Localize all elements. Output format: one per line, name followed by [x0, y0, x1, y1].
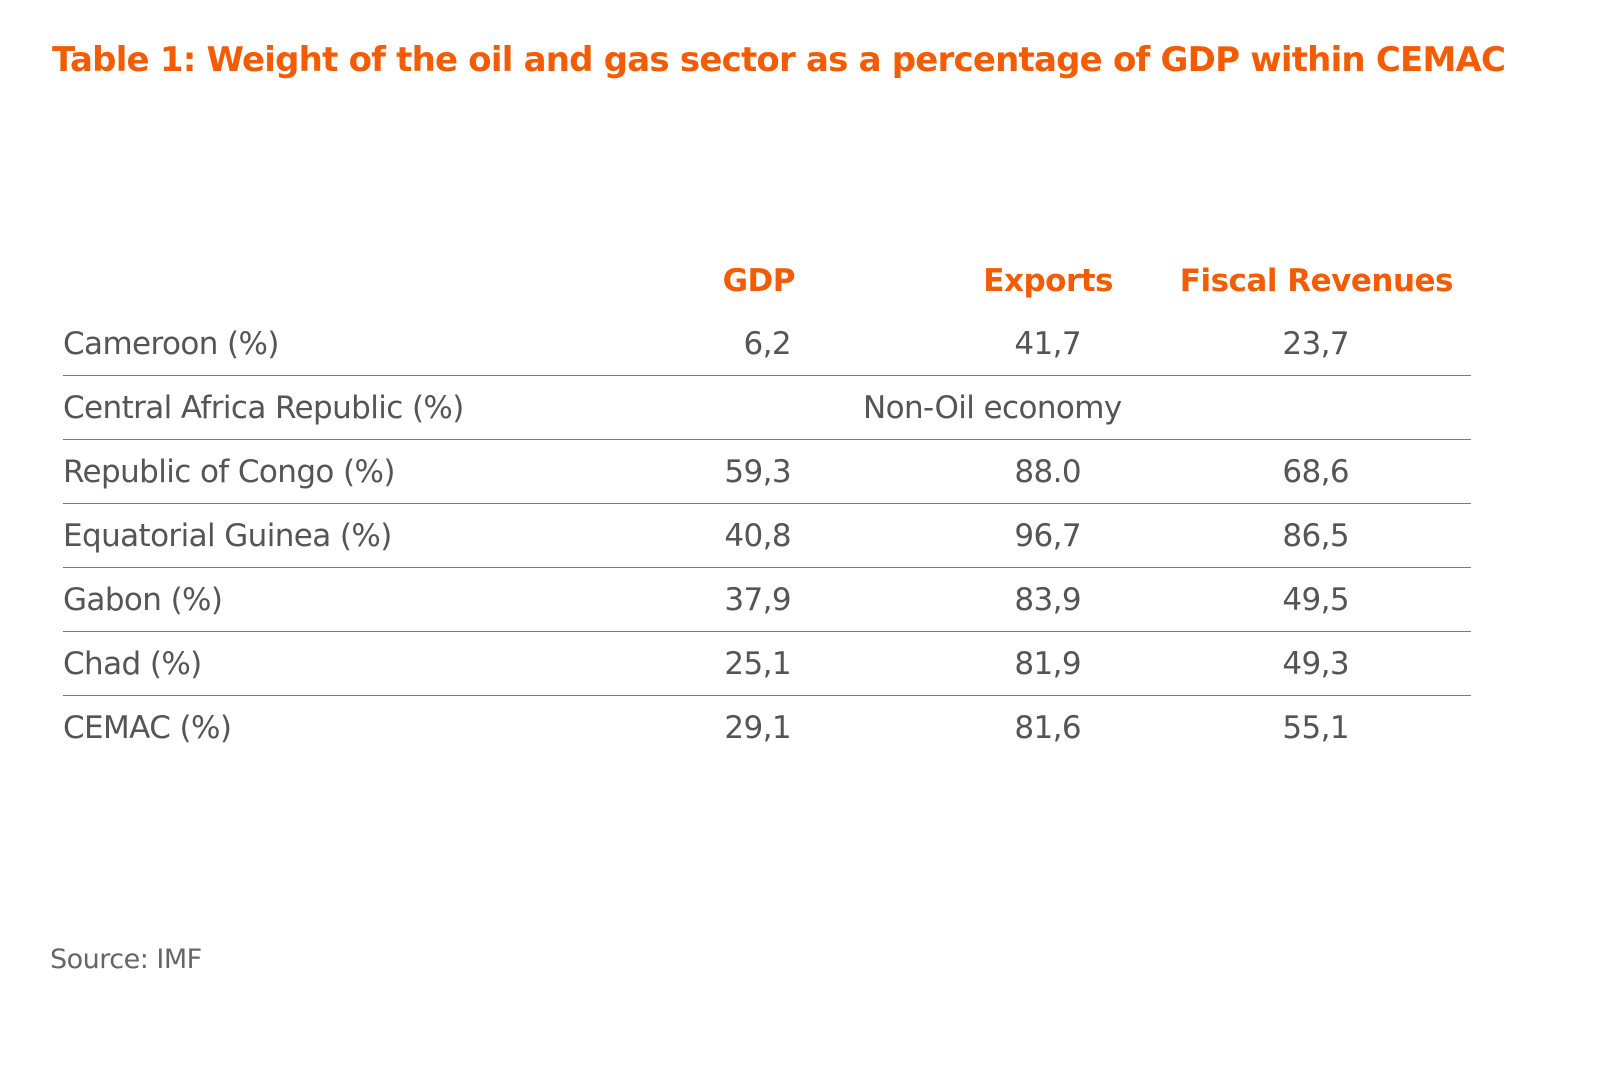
row-label: Cameroon (%) [63, 312, 493, 376]
oil-gas-weight-table: GDP Exports Fiscal Revenues Cameroon (%)… [63, 250, 1471, 759]
table-row: Central Africa Republic (%) Non-Oil econ… [63, 375, 1471, 440]
table-row: Cameroon (%) 6,2 41,7 23,7 [63, 312, 1471, 376]
exports-value: 81,6 [1014, 709, 1081, 746]
fiscal-revenues-value: 68,6 [1113, 439, 1471, 504]
fiscal-revenues-value: 49,5 [1113, 567, 1471, 632]
row-label: Central Africa Republic (%) [63, 375, 493, 440]
exports-value: 81,9 [895, 631, 1113, 696]
table-row: Chad (%) 25,1 81,9 49,3 [63, 631, 1471, 696]
table-row: Equatorial Guinea (%) 40,8 96,7 86,5 [63, 503, 1471, 568]
exports-value: 96,7 [895, 503, 1113, 568]
header-row: GDP Exports Fiscal Revenues [63, 250, 1471, 312]
fiscal-revenues-value: 23,7 [1113, 312, 1471, 376]
source-note: Source: IMF [50, 944, 202, 975]
gdp-value: 40,8 [493, 503, 895, 568]
fiscal-revenues-value: 55,1 [1282, 709, 1349, 746]
table-title: Table 1: Weight of the oil and gas secto… [52, 40, 1506, 80]
table-row: CEMAC (%) 29,1 81,6 55,1 [63, 696, 1471, 760]
column-header-fiscal-revenues: Fiscal Revenues [1179, 263, 1454, 299]
column-header-gdp: GDP [722, 263, 796, 299]
table-row: Gabon (%) 37,9 83,9 49,5 [63, 567, 1471, 632]
row-label: Gabon (%) [63, 567, 493, 632]
exports-value: 88.0 [895, 439, 1113, 504]
gdp-value: 29,1 [724, 709, 791, 746]
gdp-value: 6,2 [493, 312, 895, 376]
header-blank [63, 250, 493, 312]
gdp-value: 25,1 [493, 631, 895, 696]
fiscal-revenues-value: 49,3 [1113, 631, 1471, 696]
row-label: Chad (%) [63, 631, 493, 696]
column-header-exports: Exports [983, 263, 1113, 299]
gdp-value: 59,3 [493, 439, 895, 504]
row-label: Republic of Congo (%) [63, 439, 493, 504]
fiscal-revenues-value: 86,5 [1113, 503, 1471, 568]
row-label: CEMAC (%) [63, 709, 232, 746]
non-oil-economy-note: Non-Oil economy [493, 375, 1471, 440]
exports-value: 83,9 [895, 567, 1113, 632]
table-row: Republic of Congo (%) 59,3 88.0 68,6 [63, 439, 1471, 504]
exports-value: 41,7 [895, 312, 1113, 376]
gdp-value: 37,9 [493, 567, 895, 632]
row-label: Equatorial Guinea (%) [63, 503, 493, 568]
